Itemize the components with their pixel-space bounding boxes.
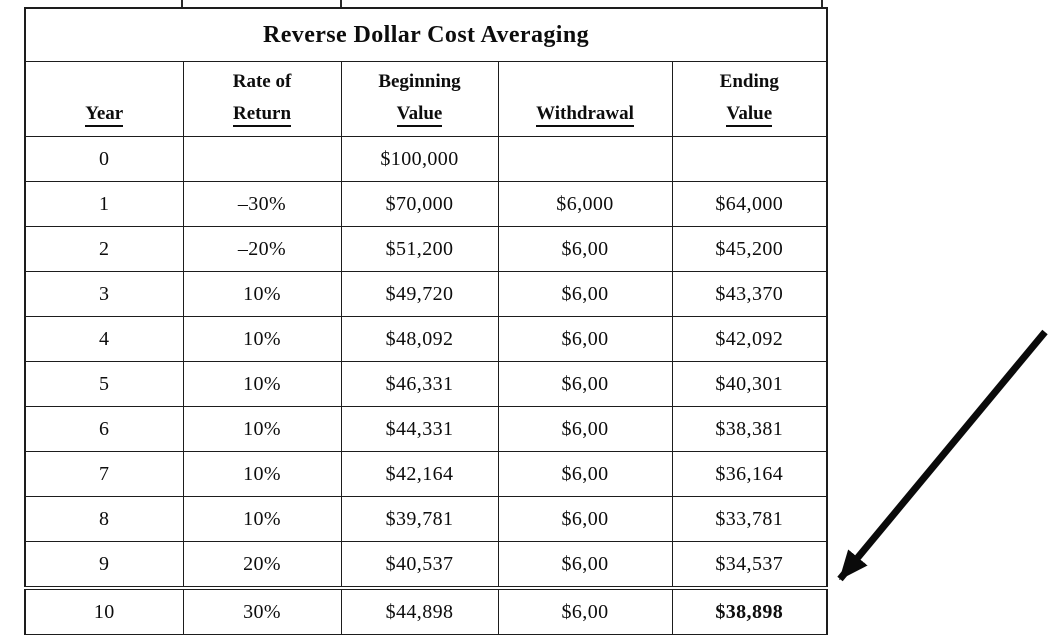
- cell-ending-value: $45,200: [671, 226, 828, 272]
- cell-rate-of-return: [182, 136, 342, 182]
- table-row: 5 10% $46,331 $6,00 $40,301: [24, 361, 828, 407]
- table-row: 4 10% $48,092 $6,00 $42,092: [24, 316, 828, 362]
- cell-withdrawal: $6,00: [497, 586, 673, 635]
- cell-year: 0: [24, 136, 184, 182]
- table-row: 10 30% $44,898 $6,00 $38,898: [24, 586, 828, 635]
- cell-rate-of-return: 30%: [182, 586, 342, 635]
- cell-beginning-value: $40,537: [340, 541, 499, 589]
- cell-withdrawal: $6,000: [497, 181, 673, 227]
- annotation-arrow: [837, 329, 1048, 582]
- cell-withdrawal: [497, 136, 673, 182]
- cell-year: 6: [24, 406, 184, 452]
- cell-withdrawal: $6,00: [497, 451, 673, 497]
- cell-rate-of-return: 10%: [182, 316, 342, 362]
- cell-withdrawal: $6,00: [497, 271, 673, 317]
- cell-beginning-value: $49,720: [340, 271, 499, 317]
- header-line2: Return: [232, 104, 292, 127]
- cell-withdrawal: $6,00: [497, 496, 673, 542]
- header-line2: Value: [396, 104, 443, 127]
- cell-ending-value: $34,537: [671, 541, 828, 589]
- column-header-withdrawal: Withdrawal: [497, 61, 673, 137]
- table-row: 6 10% $44,331 $6,00 $38,381: [24, 406, 828, 452]
- cell-ending-value: $42,092: [671, 316, 828, 362]
- cell-rate-of-return: 20%: [182, 541, 342, 589]
- cropped-border-tick: [821, 0, 823, 8]
- table-row: 3 10% $49,720 $6,00 $43,370: [24, 271, 828, 317]
- table-header-row: Year Rate of Return Beginning Value: [24, 61, 828, 137]
- cell-year: 9: [24, 541, 184, 589]
- header-line2: Withdrawal: [536, 104, 634, 127]
- cell-withdrawal: $6,00: [497, 541, 673, 589]
- table-row: 7 10% $42,164 $6,00 $36,164: [24, 451, 828, 497]
- cell-beginning-value: $100,000: [340, 136, 499, 182]
- cell-rate-of-return: 10%: [182, 406, 342, 452]
- cell-beginning-value: $48,092: [340, 316, 499, 362]
- table-row: 0 $100,000: [24, 136, 828, 182]
- reverse-dca-table: Reverse Dollar Cost Averaging Year Rate …: [24, 7, 829, 635]
- table-row: 9 20% $40,537 $6,00 $34,537: [24, 541, 828, 589]
- cell-year: 8: [24, 496, 184, 542]
- column-header-year: Year: [24, 61, 184, 137]
- header-line2: Year: [85, 104, 124, 127]
- cell-rate-of-return: 10%: [182, 451, 342, 497]
- cell-beginning-value: $44,331: [340, 406, 499, 452]
- cell-withdrawal: $6,00: [497, 406, 673, 452]
- table-title: Reverse Dollar Cost Averaging: [24, 7, 828, 62]
- cell-year: 3: [24, 271, 184, 317]
- cell-year: 7: [24, 451, 184, 497]
- cell-rate-of-return: 10%: [182, 271, 342, 317]
- arrow-line: [837, 329, 1048, 582]
- cropped-border-tick: [340, 0, 342, 8]
- cell-withdrawal: $6,00: [497, 316, 673, 362]
- cell-ending-value: [671, 136, 828, 182]
- table-row: 1 –30% $70,000 $6,000 $64,000: [24, 181, 828, 227]
- cell-withdrawal: $6,00: [497, 361, 673, 407]
- header-line1: Rate of: [232, 71, 292, 92]
- cell-year: 5: [24, 361, 184, 407]
- cell-beginning-value: $42,164: [340, 451, 499, 497]
- cell-year: 4: [24, 316, 184, 362]
- header-line1: Beginning: [378, 71, 461, 92]
- cell-rate-of-return: 10%: [182, 361, 342, 407]
- cell-ending-value: $36,164: [671, 451, 828, 497]
- column-header-rate-of-return: Rate of Return: [182, 61, 342, 137]
- cell-beginning-value: $39,781: [340, 496, 499, 542]
- cell-ending-value: $64,000: [671, 181, 828, 227]
- table-row: 8 10% $39,781 $6,00 $33,781: [24, 496, 828, 542]
- cell-year: 10: [24, 586, 184, 635]
- column-header-ending-value: Ending Value: [671, 61, 828, 137]
- cell-beginning-value: $46,331: [340, 361, 499, 407]
- cell-ending-value: $33,781: [671, 496, 828, 542]
- cell-beginning-value: $44,898: [340, 586, 499, 635]
- column-header-beginning-value: Beginning Value: [340, 61, 499, 137]
- cell-rate-of-return: –30%: [182, 181, 342, 227]
- header-line1: Ending: [719, 71, 779, 92]
- table-row: 2 –20% $51,200 $6,00 $45,200: [24, 226, 828, 272]
- cell-beginning-value: $51,200: [340, 226, 499, 272]
- cell-withdrawal: $6,00: [497, 226, 673, 272]
- cell-year: 2: [24, 226, 184, 272]
- cropped-border-tick: [181, 0, 183, 8]
- cell-ending-value: $43,370: [671, 271, 828, 317]
- cell-rate-of-return: 10%: [182, 496, 342, 542]
- header-line2: Value: [726, 104, 773, 127]
- cell-ending-value: $40,301: [671, 361, 828, 407]
- cell-year: 1: [24, 181, 184, 227]
- table-body: 0 $100,000 1 –30% $70,000 $6,000 $64,000…: [24, 136, 828, 635]
- table-title-row: Reverse Dollar Cost Averaging: [24, 7, 828, 62]
- cell-beginning-value: $70,000: [340, 181, 499, 227]
- cell-rate-of-return: –20%: [182, 226, 342, 272]
